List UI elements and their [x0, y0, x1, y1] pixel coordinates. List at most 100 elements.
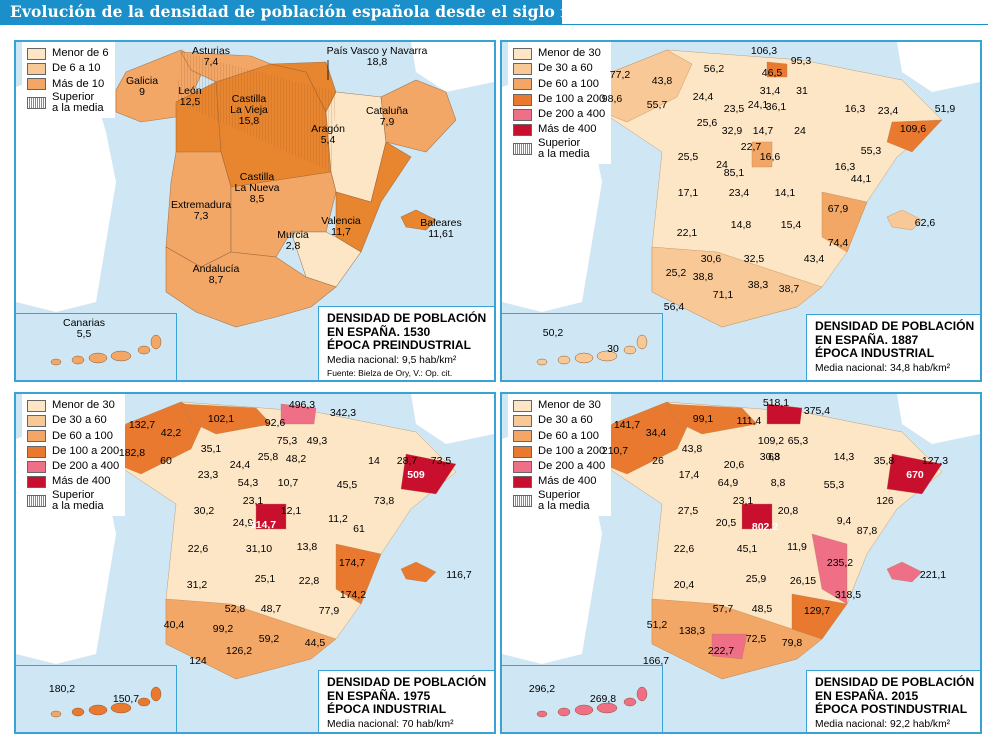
legend-swatch [27, 445, 46, 458]
legend-swatch [27, 62, 46, 75]
legend-label: De 30 a 60 [538, 414, 593, 427]
map-label: 49,3 [306, 435, 328, 447]
map-label: 182,8 [118, 447, 146, 459]
media-nacional: Media nacional: 92,2 hab/km² [815, 718, 951, 730]
map-label: 14,1 [774, 187, 796, 199]
map-label: 11,2 [328, 513, 348, 525]
legend-swatch [513, 494, 532, 507]
legend-label: Superior a la media [52, 488, 104, 512]
map-label: 13,8 [296, 541, 318, 553]
legend-swatch [513, 460, 532, 473]
map-label: 35,8 [873, 455, 895, 467]
map-label: 52,8 [224, 603, 246, 615]
map-label: 56,2 [703, 63, 725, 75]
panel-heading: DENSIDAD DE POBLACIÓN EN ESPAÑA. 2015 ÉP… [815, 675, 975, 717]
map-label: 15,4 [780, 219, 802, 231]
map-label: 22,6 [673, 543, 695, 555]
map-label: 45,5 [336, 479, 358, 491]
map-label: 99,1 [692, 413, 714, 425]
map-label: 23,3 [197, 469, 219, 481]
panel-heading: DENSIDAD DE POBLACIÓN EN ESPAÑA. 1975 ÉP… [327, 675, 487, 717]
map-label: 55,7 [646, 99, 668, 111]
legend-swatch [513, 93, 532, 106]
map-label: 59,2 [258, 633, 280, 645]
map-label: 43,8 [681, 443, 703, 455]
map-label: Valencia 11,7 [321, 215, 361, 238]
legend-item: Menor de 30 [513, 46, 605, 61]
map-label: 31,2 [186, 579, 208, 591]
legend-swatch [513, 47, 532, 60]
canarias-inset [16, 665, 177, 732]
legend-item: Superior a la media [27, 488, 119, 512]
legend-item: De 60 a 100 [513, 77, 605, 92]
map-label: 174,7 [338, 557, 366, 569]
map-label: 34,4 [645, 427, 667, 439]
map-label: 106,3 [750, 45, 778, 57]
legend-label: Más de 400 [52, 475, 111, 488]
legend-swatch [27, 476, 46, 489]
legend-label: De 200 a 400 [538, 460, 606, 473]
map-label: 109,2 [757, 435, 785, 447]
map-label: 56,4 [663, 301, 685, 313]
map-label: 23,1 [242, 495, 264, 507]
map-label: 43,8 [651, 75, 673, 87]
map-label: 74,4 [827, 237, 849, 249]
map-label: 496,3 [288, 399, 316, 411]
legend-swatch [513, 62, 532, 75]
map-label: 210,7 [601, 445, 629, 457]
map-label: 16,3 [844, 103, 866, 115]
map-label: 20,8 [777, 505, 799, 517]
map-label: 30,8 [759, 451, 781, 463]
map-label: 132,7 [128, 419, 156, 431]
page-title: Evolución de la densidad de población es… [10, 2, 584, 21]
infobox-1887: DENSIDAD DE POBLACIÓN EN ESPAÑA. 1887 ÉP… [806, 314, 980, 380]
map-label: 50,2 [542, 327, 564, 339]
map-label: 38,7 [778, 283, 800, 295]
legend-item: De 200 a 400 [27, 459, 119, 474]
map-label: 127,3 [921, 455, 949, 467]
map-label: 92,6 [264, 417, 286, 429]
map-label: 24,4 [692, 91, 714, 103]
map-label: 17,1 [677, 187, 699, 199]
legend-1530: Menor de 6 De 6 a 10 Más de 10 Superior a la… [22, 42, 115, 118]
legend-label: Superior a la media [52, 90, 104, 114]
map-label: 514,7 [249, 519, 277, 531]
legend-swatch [27, 430, 46, 443]
legend-swatch [513, 445, 532, 458]
legend-item: Más de 10 [27, 77, 109, 92]
infobox-2015: DENSIDAD DE POBLACIÓN EN ESPAÑA. 2015 ÉP… [806, 670, 980, 732]
map-label: 14,8 [730, 219, 752, 231]
map-label: 32,5 [743, 253, 765, 265]
map-label: 25,2 [665, 267, 687, 279]
map-label: 126 [876, 495, 894, 507]
map-label: 138,3 [678, 625, 706, 637]
map-label: 342,3 [329, 407, 357, 419]
legend-label: De 100 a 200 [538, 444, 606, 457]
legend-swatch [27, 414, 46, 427]
map-label: 9,4 [836, 515, 852, 527]
map-label: 24,9 [232, 517, 254, 529]
map-label: 12,1 [280, 505, 302, 517]
map-label: Aragón 5,4 [311, 123, 345, 146]
legend-swatch [27, 96, 46, 109]
legend-item: De 60 a 100 [27, 429, 119, 444]
map-label: 38,8 [692, 271, 714, 283]
map-label: 375,4 [803, 405, 831, 417]
map-label: 24 [716, 159, 728, 171]
map-label: 802,2 [751, 521, 779, 533]
map-label: 44,5 [304, 637, 326, 649]
legend-item: Más de 400 [513, 474, 605, 489]
canarias-inset [502, 665, 663, 732]
legend-item: De 200 a 400 [513, 107, 605, 122]
legend-item: De 60 a 100 [513, 429, 605, 444]
map-label: León 12,5 [178, 85, 202, 108]
map-label: 22,6 [187, 543, 209, 555]
map-label: 43,4 [803, 253, 825, 265]
map-label: 75,3 [276, 435, 298, 447]
map-label: 24,4 [229, 459, 251, 471]
map-label: 54,3 [237, 477, 259, 489]
map-label: 55,3 [860, 145, 882, 157]
map-label: 23,5 [723, 103, 745, 115]
legend-label: Más de 400 [538, 123, 597, 136]
map-panel-1975: Menor de 30 De 30 a 60 De 60 a 100 De 100 a… [14, 392, 496, 734]
